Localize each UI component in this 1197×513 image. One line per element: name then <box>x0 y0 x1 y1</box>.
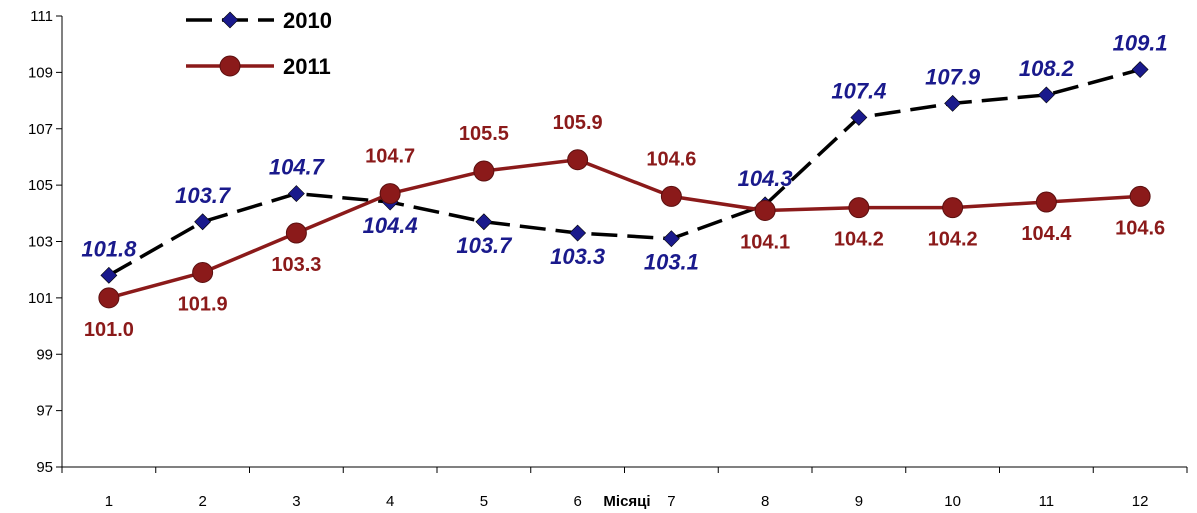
point-marker-2011 <box>660 185 682 207</box>
point-marker-2010 <box>1131 61 1149 78</box>
y-tick-label: 111 <box>30 8 53 25</box>
point-marker-2011 <box>848 197 870 219</box>
x-tick-label: 12 <box>1132 493 1149 510</box>
legend: 2010 2011 <box>186 8 332 79</box>
point-marker-2010 <box>287 185 305 203</box>
series-line-2011 <box>108 158 1141 300</box>
point-marker-2010 <box>100 266 118 284</box>
point-marker-2011 <box>942 197 964 219</box>
data-label-2011: 105.9 <box>553 112 603 134</box>
data-labels: 101.8 103.7 104.7 104.4 103.7 103.3 103.1 104.3… <box>81 31 1167 341</box>
x-tick-label: 8 <box>761 493 769 510</box>
point-marker-2010 <box>569 224 587 242</box>
y-tick-label: 97 <box>36 403 53 420</box>
x-tick-label: 2 <box>198 493 206 510</box>
point-marker-2011 <box>285 222 307 244</box>
data-label-2010: 101.8 <box>81 236 137 261</box>
data-label-2010: 103.1 <box>644 250 699 275</box>
data-label-2010: 104.7 <box>269 155 326 180</box>
x-tick-label: 5 <box>480 493 488 510</box>
x-tick-label: 10 <box>944 493 961 510</box>
data-label-2010: 104.3 <box>738 166 793 191</box>
data-label-2010: 107.9 <box>925 64 981 89</box>
point-marker-2011 <box>754 199 776 221</box>
series-lines <box>108 67 1141 300</box>
x-tick-label: 1 <box>105 493 113 510</box>
data-label-2010: 103.7 <box>175 183 232 208</box>
x-tick-label: 9 <box>855 493 863 510</box>
point-marker-2010 <box>662 230 680 248</box>
x-tick-label: 4 <box>386 493 394 510</box>
data-label-2011: 104.2 <box>834 229 884 251</box>
series-line-2010 <box>108 67 1141 277</box>
data-label-2011: 104.7 <box>365 146 415 168</box>
data-label-2011: 104.6 <box>1115 217 1165 239</box>
point-marker-2010 <box>194 213 212 231</box>
point-marker-2011 <box>192 262 214 284</box>
point-marker-2011 <box>1035 191 1057 213</box>
data-label-2011: 104.4 <box>1021 223 1072 245</box>
data-label-2010: 108.2 <box>1019 56 1075 81</box>
series-markers <box>98 61 1151 309</box>
data-label-2011: 101.9 <box>178 294 228 316</box>
data-label-2011: 104.1 <box>740 231 790 253</box>
data-label-2011: 105.5 <box>459 123 509 145</box>
y-tick-label: 107 <box>28 121 53 138</box>
data-label-2010: 103.7 <box>456 233 513 258</box>
point-marker-2010 <box>850 109 868 126</box>
data-label-2011: 103.3 <box>271 254 321 276</box>
x-tick-label: 3 <box>292 493 300 510</box>
y-tick-label: 99 <box>36 346 53 363</box>
point-marker-2011 <box>98 287 120 309</box>
y-tick-label: 105 <box>28 177 53 194</box>
point-marker-2011 <box>567 149 589 171</box>
legend-marker-2010 <box>221 11 239 29</box>
legend-marker-2011 <box>219 55 241 77</box>
y-tick-label: 103 <box>28 234 53 251</box>
y-tick-label: 109 <box>28 64 53 81</box>
y-tick-label: 101 <box>28 290 53 307</box>
data-label-2010: 104.4 <box>363 213 418 238</box>
point-marker-2010 <box>1037 86 1055 104</box>
data-label-2010: 107.4 <box>831 78 886 103</box>
legend-label-2011: 2011 <box>283 54 331 79</box>
x-tick-label: 11 <box>1039 493 1055 510</box>
x-tick-label: 7 <box>667 493 675 510</box>
x-axis-title: Місяці <box>603 493 650 510</box>
data-label-2011: 104.6 <box>646 148 696 170</box>
y-tick-label: 95 <box>36 459 53 476</box>
legend-label-2010: 2010 <box>283 8 332 33</box>
point-marker-2010 <box>944 94 962 112</box>
x-tick-label: 6 <box>573 493 581 510</box>
data-label-2010: 109.1 <box>1113 31 1168 56</box>
data-label-2011: 101.0 <box>84 319 134 341</box>
point-marker-2011 <box>473 160 495 182</box>
data-label-2010: 103.3 <box>550 244 605 269</box>
data-label-2011: 104.2 <box>928 229 978 251</box>
point-marker-2011 <box>379 183 401 205</box>
point-marker-2010 <box>475 213 493 231</box>
point-marker-2011 <box>1129 185 1151 207</box>
